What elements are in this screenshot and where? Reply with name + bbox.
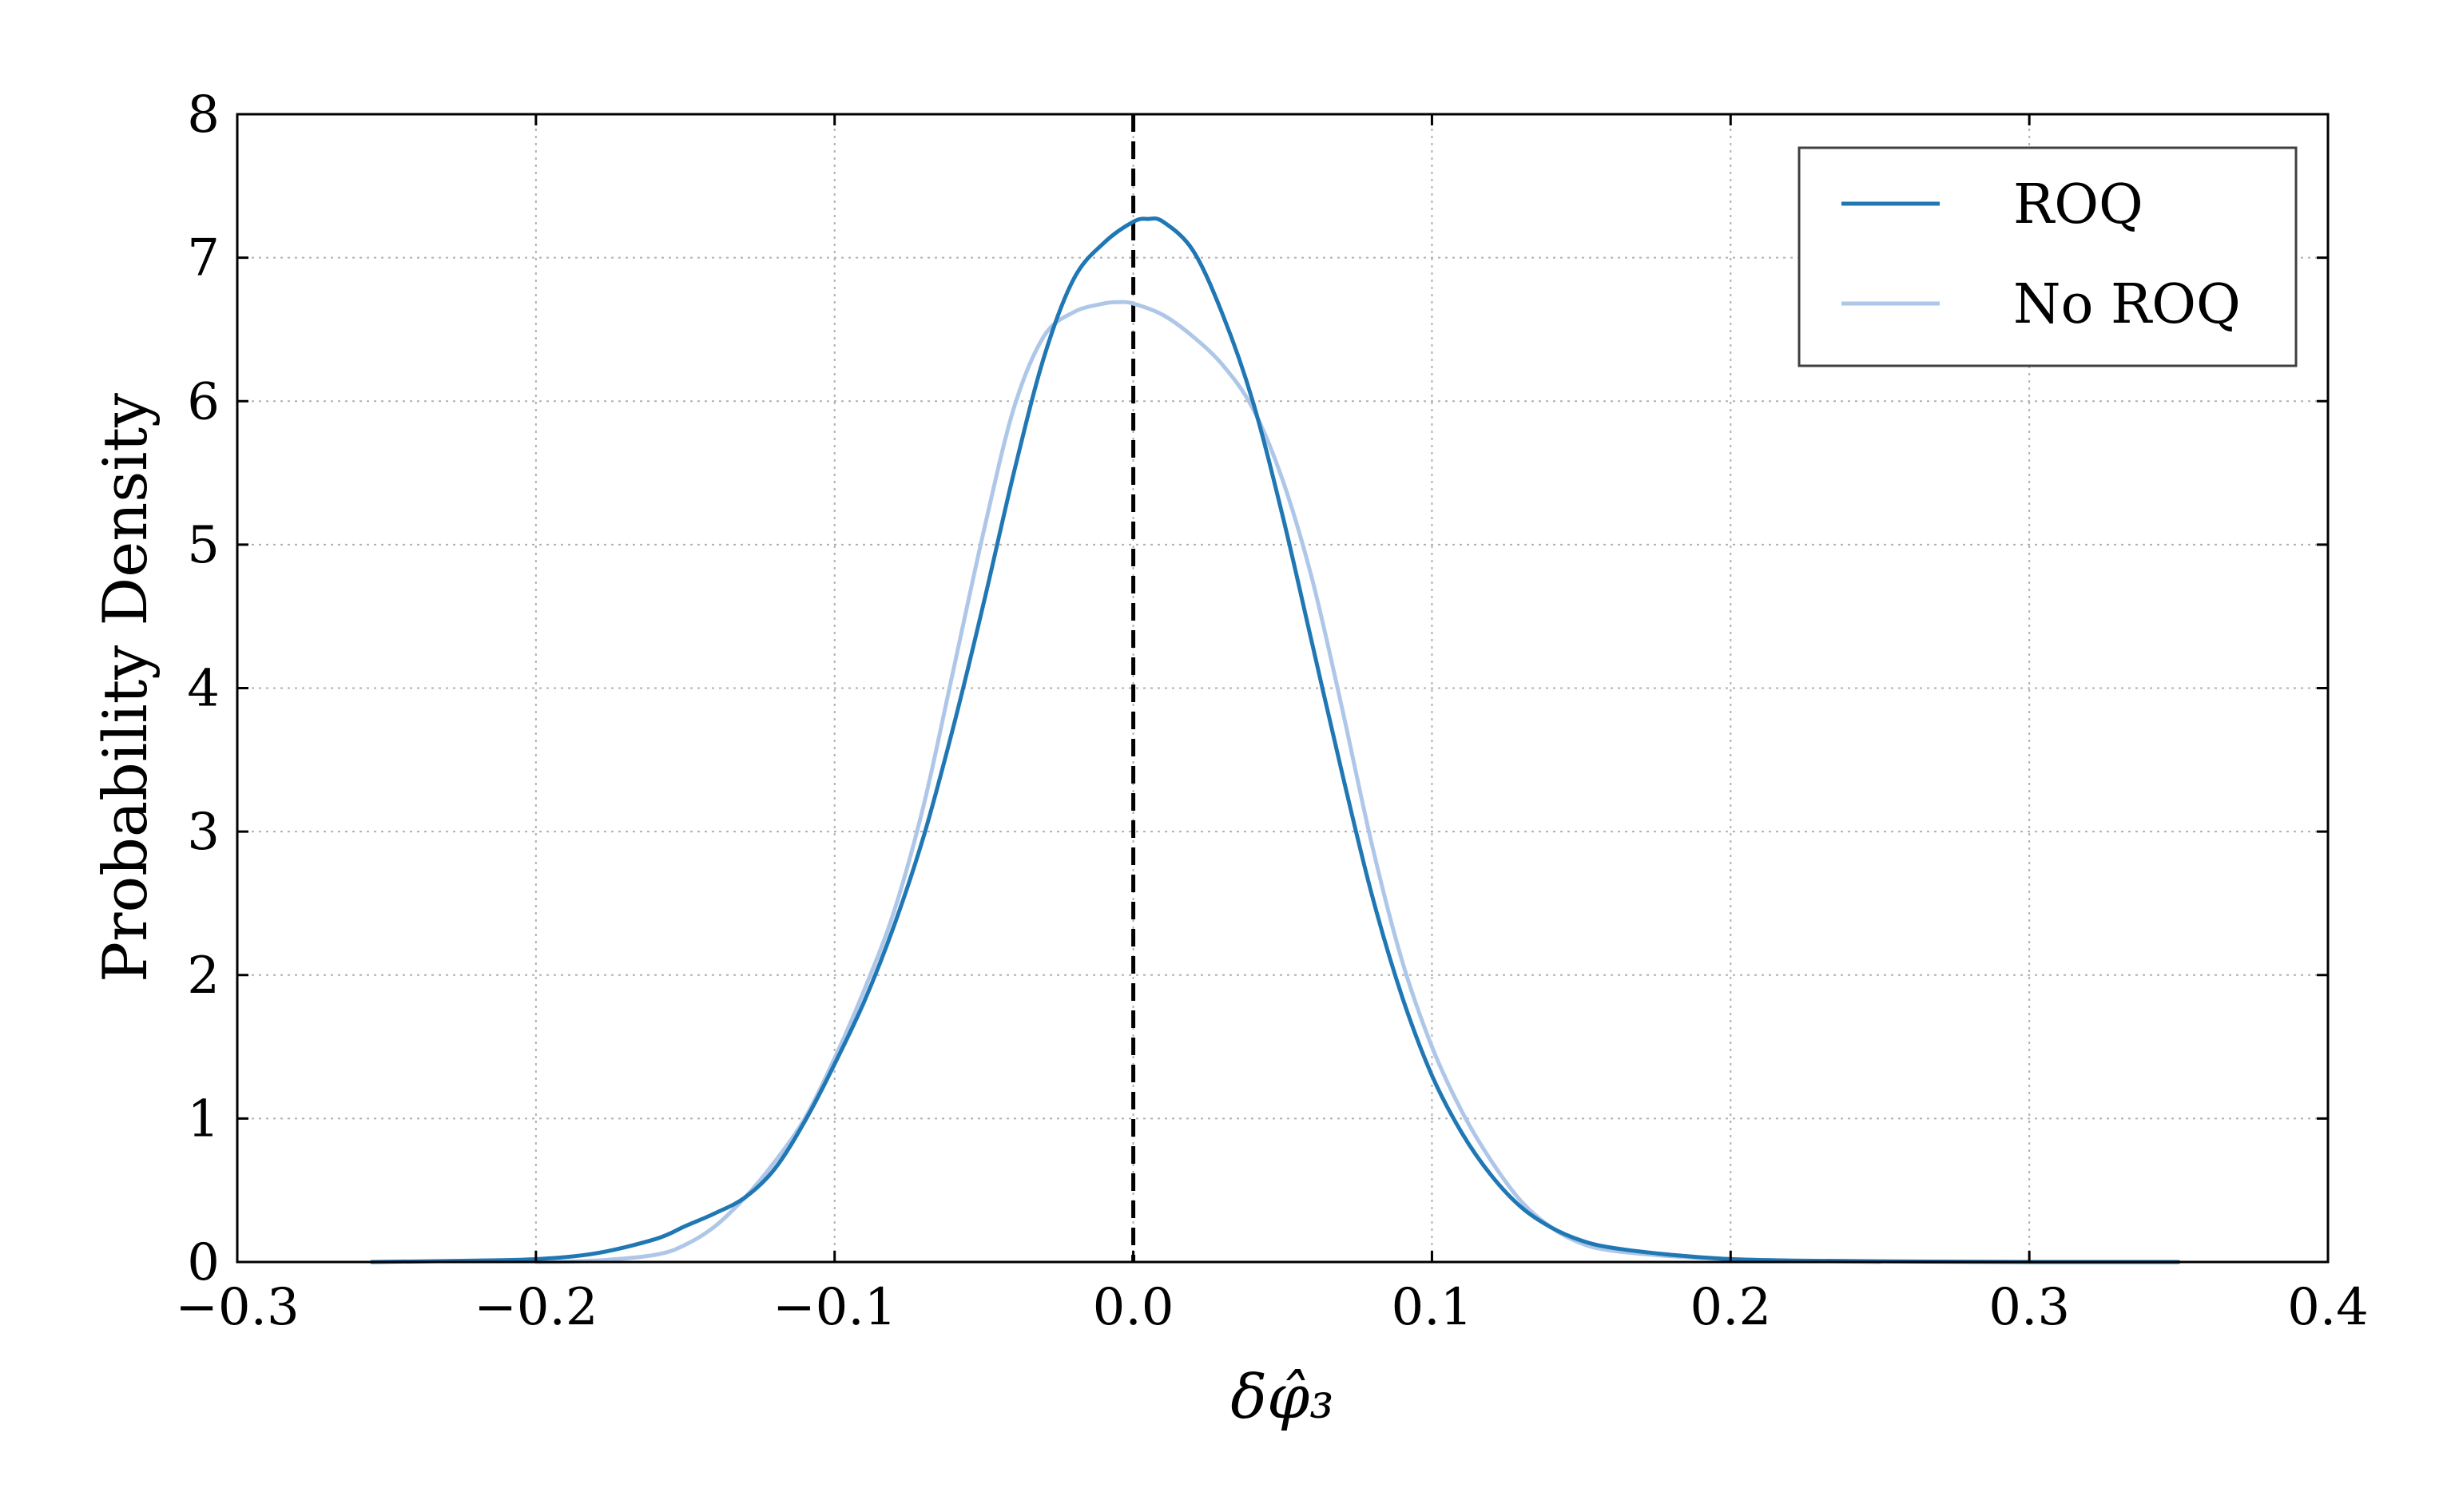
legend-label-no-roq: No ROQ xyxy=(2013,273,2241,336)
y-tick-label: 4 xyxy=(187,660,220,719)
x-tick-label: 0.3 xyxy=(1988,1278,2070,1337)
x-tick-label: 0.1 xyxy=(1392,1278,1473,1337)
legend-box xyxy=(1798,146,2298,367)
x-tick-labels: −0.3 −0.2 −0.1 0.0 0.1 0.2 0.3 0.4 xyxy=(175,1278,2369,1337)
legend: ROQ No ROQ xyxy=(1798,146,2298,367)
y-tick-label: 5 xyxy=(187,516,220,575)
y-tick-label: 1 xyxy=(187,1089,220,1149)
legend-label-roq: ROQ xyxy=(2013,173,2143,236)
ticks xyxy=(236,113,2330,1264)
x-tick-label: 0.0 xyxy=(1093,1278,1174,1337)
x-tick-label: −0.2 xyxy=(474,1278,598,1337)
x-tick-label: −0.3 xyxy=(175,1278,299,1337)
x-axis-title: δφ̂₃ xyxy=(1230,1361,1333,1432)
series-group xyxy=(369,216,2181,1264)
series-line-roq xyxy=(369,216,2181,1264)
x-tick-label: 0.2 xyxy=(1690,1278,1771,1337)
y-tick-label: 7 xyxy=(187,229,220,288)
x-tick-label: 0.4 xyxy=(2287,1278,2369,1337)
y-tick-label: 6 xyxy=(187,372,220,431)
y-axis-title: Probability Density xyxy=(89,393,161,982)
y-tick-labels: 0 1 2 3 4 5 6 7 8 xyxy=(187,85,220,1292)
y-tick-label: 0 xyxy=(187,1233,220,1292)
y-tick-label: 3 xyxy=(187,803,220,862)
x-tick-label: −0.1 xyxy=(773,1278,896,1337)
y-tick-label: 2 xyxy=(187,946,220,1006)
y-tick-label: 8 xyxy=(187,85,220,145)
